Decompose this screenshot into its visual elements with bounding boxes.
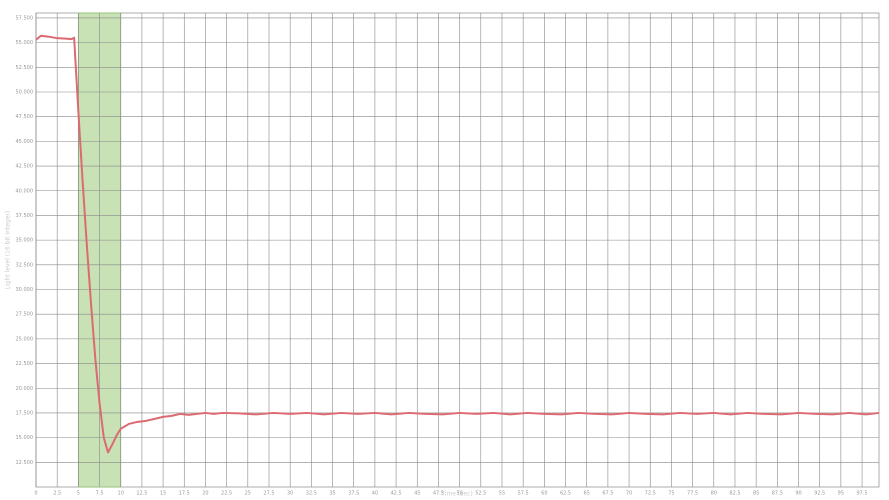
x-tick-label: 22.5	[221, 491, 232, 497]
x-tick-label: 45	[414, 491, 420, 497]
x-tick-label: 17.5	[179, 491, 190, 497]
y-tick-label: 42.500	[16, 164, 34, 170]
x-tick-label: 87.5	[772, 491, 783, 497]
x-tick-label: 70	[626, 491, 632, 497]
x-tick-label: 20	[202, 491, 208, 497]
x-tick-label: 72.5	[645, 491, 656, 497]
x-tick-label: 95	[838, 491, 844, 497]
x-tick-label: 75	[668, 491, 674, 497]
x-tick-label: 92.5	[814, 491, 825, 497]
y-tick-label: 32.500	[16, 262, 34, 268]
x-tick-label: 50	[456, 491, 462, 497]
x-tick-label: 32.5	[306, 491, 317, 497]
y-tick-label: 45.000	[16, 139, 34, 145]
x-tick-label: 42.5	[391, 491, 402, 497]
x-tick-label: 57.5	[518, 491, 529, 497]
y-tick-label: 30.000	[16, 287, 34, 293]
y-tick-label: 52.500	[16, 65, 34, 71]
y-tick-label: 20.000	[16, 386, 34, 392]
x-tick-label: 55	[499, 491, 505, 497]
x-tick-label: 82.5	[729, 491, 740, 497]
x-tick-label: 10	[118, 491, 124, 497]
x-tick-label: 30	[287, 491, 293, 497]
y-tick-label: 15.000	[16, 435, 34, 441]
y-tick-label: 55.000	[16, 40, 34, 46]
x-tick-label: 7.5	[96, 491, 104, 497]
x-tick-label: 15	[160, 491, 166, 497]
x-tick-label: 80	[711, 491, 717, 497]
x-tick-label: 62.5	[560, 491, 571, 497]
x-tick-label: 60	[541, 491, 547, 497]
y-tick-label: 40.000	[16, 188, 34, 194]
y-tick-label: 12.500	[16, 460, 34, 466]
y-tick-label: 17.500	[16, 410, 34, 416]
x-tick-label: 97.5	[856, 491, 867, 497]
x-tick-label: 35	[329, 491, 335, 497]
x-tick-label: 77.5	[687, 491, 698, 497]
x-tick-label: 67.5	[602, 491, 613, 497]
x-tick-label: 25	[245, 491, 251, 497]
x-tick-label: 2.5	[53, 491, 61, 497]
x-tick-label: 65	[584, 491, 590, 497]
plot-area	[35, 12, 880, 488]
x-tick-label: 47.5	[433, 491, 444, 497]
data-line	[35, 34, 880, 454]
y-tick-label: 25.000	[16, 336, 34, 342]
x-tick-label: 27.5	[263, 491, 274, 497]
x-tick-label: 52.5	[475, 491, 486, 497]
y-tick-label: 35.000	[16, 238, 34, 244]
x-tick-label: 37.5	[348, 491, 359, 497]
x-axis-label: Time (sec)	[440, 491, 472, 498]
y-tick-label: 50.000	[16, 90, 34, 96]
y-tick-label: 47.500	[16, 114, 34, 120]
y-tick-label: 22.500	[16, 361, 34, 367]
x-tick-label: 90	[795, 491, 801, 497]
y-axis-label: Light level (16 bit integer)	[5, 211, 12, 290]
x-tick-label: 85	[753, 491, 759, 497]
x-tick-label: 0	[34, 491, 37, 497]
y-tick-label: 27.500	[16, 312, 34, 318]
x-tick-label: 5	[77, 491, 80, 497]
x-tick-label: 12.5	[136, 491, 147, 497]
y-tick-label: 37.500	[16, 213, 34, 219]
y-tick-label: 57.500	[16, 15, 34, 21]
x-tick-label: 40	[372, 491, 378, 497]
